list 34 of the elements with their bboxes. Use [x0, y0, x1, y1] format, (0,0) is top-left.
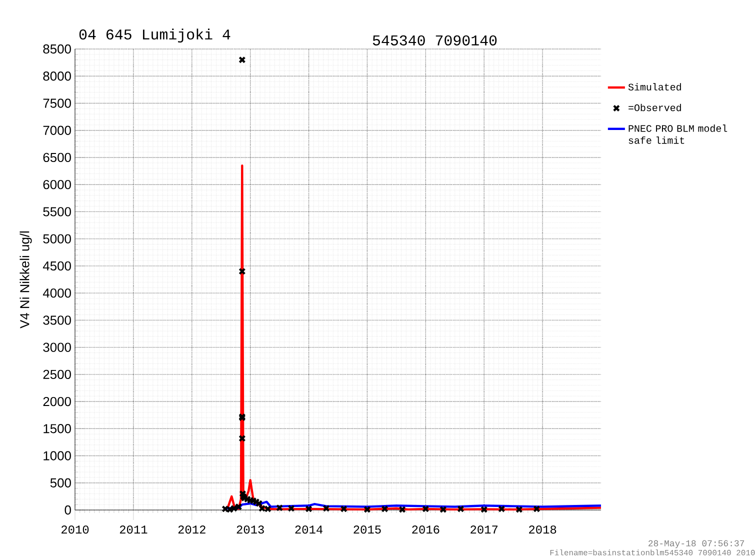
- y-tick-label: 4500: [42, 261, 71, 271]
- y-tick-label: 2000: [43, 396, 71, 406]
- text: 28-May-18 07:56:37: [648, 540, 744, 548]
- x-tick-label: 2017: [470, 526, 498, 534]
- x-tick-label: 2018: [529, 526, 556, 534]
- y-tick-label: 3500: [43, 316, 71, 325]
- y-tick-label: 3000: [43, 342, 71, 352]
- y-tick-label: 4000: [42, 288, 71, 298]
- legend-label: PNEC PRO BLM model safe limit: [628, 124, 728, 144]
- x-tick-label: 2013: [236, 526, 264, 534]
- x-tick-label: 2010: [61, 526, 89, 534]
- legend-label: Simulated: [628, 83, 681, 90]
- chart-title: 04 645 Lumijoki 4: [79, 28, 230, 42]
- y-tick-label: 7500: [43, 98, 71, 108]
- x-tick-label: 2011: [120, 526, 148, 534]
- x-tick-label: 2012: [178, 526, 206, 534]
- y-tick-label: 1500: [44, 424, 71, 434]
- y-axis-title: V4 Ni Nikkeli ug/l: [20, 231, 32, 328]
- y-tick-label: 8500: [43, 44, 71, 54]
- x-tick-label: 2014: [295, 526, 323, 534]
- y-tick-label: 2500: [43, 370, 71, 379]
- y-tick-label: 5000: [43, 234, 71, 244]
- y-tick-label: 8000: [43, 72, 71, 81]
- y-tick-label: 6000: [43, 180, 71, 190]
- y-tick-label: 0: [64, 505, 71, 515]
- legend-label: =Observed: [628, 104, 681, 112]
- y-tick-label: 6500: [43, 152, 71, 162]
- y-tick-label: 7000: [43, 126, 71, 135]
- x-tick-label: 2015: [354, 526, 381, 534]
- y-tick-label: 500: [50, 478, 71, 488]
- text: 545340 7090140: [372, 35, 497, 46]
- y-tick-label: 5500: [43, 207, 71, 216]
- y-tick-label: 1000: [44, 451, 71, 460]
- x-tick-label: 2016: [412, 526, 440, 534]
